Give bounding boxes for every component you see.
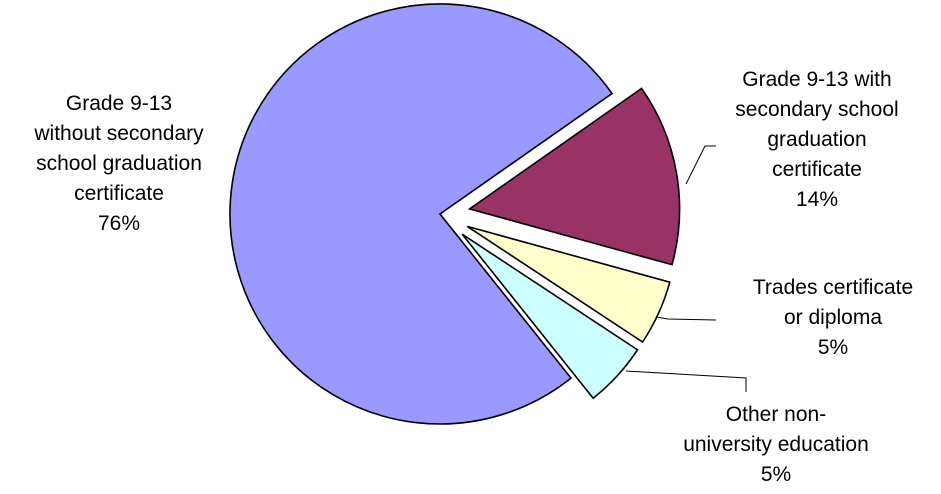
slice-label-line: graduation [767, 128, 866, 151]
slice-label-line: certificate [772, 158, 862, 181]
slice-label-line: or diploma [784, 306, 882, 329]
slice-labels: Grade 9-13 with secondary school graduatio… [33, 68, 913, 486]
slice-label-line: Other non- [726, 403, 826, 426]
slice-label-trades: Trades certificate or diploma 5% [753, 276, 913, 359]
slice-label-with-certificate: Grade 9-13 with secondary school graduatio… [735, 68, 898, 211]
slice-label-line: without secondary [33, 122, 204, 145]
leader-line-trades [655, 316, 717, 321]
pie-slice-without-certificate [229, 3, 614, 425]
leader-lines [625, 145, 747, 392]
slice-label-line: secondary school [735, 98, 898, 121]
pie-slices [229, 3, 681, 425]
slice-label-line: Trades certificate [753, 276, 913, 299]
slice-value-label: 5% [818, 336, 848, 359]
slice-label-line: school graduation [36, 152, 202, 175]
leader-line-with-certificate [685, 145, 716, 185]
slice-label-line: Grade 9-13 with [742, 68, 891, 91]
slice-label-other-non-university: Other non-university education 5% [683, 403, 869, 486]
slice-value-label: 14% [796, 188, 838, 211]
leader-line-other-non-university [625, 370, 747, 392]
pie-slice-trades [466, 225, 671, 344]
slice-label-without-certificate: Grade 9-13 without secondary school gradua… [33, 92, 204, 235]
slice-value-label: 76% [98, 212, 140, 235]
slice-label-line: university education [683, 433, 869, 456]
pie-slice-with-certificate [467, 87, 681, 266]
slice-label-line: Grade 9-13 [66, 92, 172, 115]
slice-label-line: certificate [74, 182, 164, 205]
pie-slice-other-non-university [461, 233, 639, 400]
slice-value-label: 5% [761, 463, 791, 486]
